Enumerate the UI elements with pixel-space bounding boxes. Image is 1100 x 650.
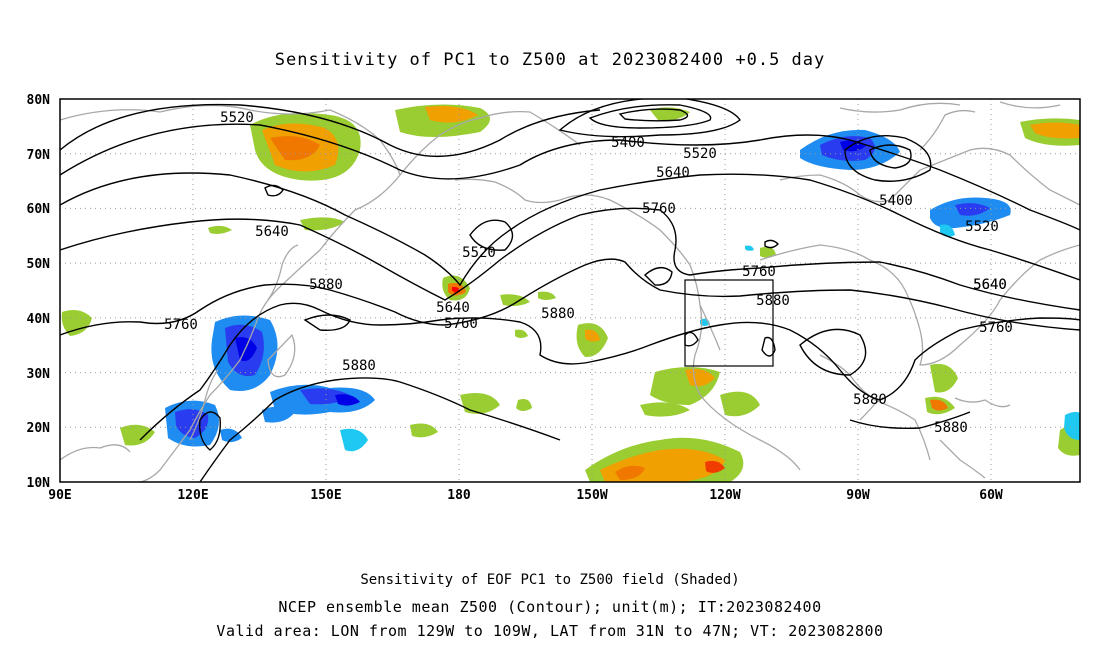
contour-label: 5760: [642, 201, 676, 217]
contour-label: 5760: [444, 316, 478, 332]
sensitivity-map: 5520 5400 5520 5640 5760 5640 5520 5400 …: [27, 93, 1081, 503]
lon-tick-label: 180: [447, 488, 471, 503]
contour-label: 5640: [973, 277, 1007, 293]
lon-axis: 90E 120E 150E 180 150W 120W 90W 60W: [48, 488, 1003, 503]
contour-label: 5880: [541, 306, 575, 322]
lat-tick-label: 70N: [27, 148, 51, 163]
valid-area-box: [684, 279, 774, 367]
valid-area-caption: Valid area: LON from 129W to 109W, LAT f…: [216, 622, 884, 640]
contour-label: 5640: [656, 165, 690, 181]
lat-tick-label: 10N: [27, 476, 51, 491]
lat-tick-label: 80N: [27, 93, 51, 108]
lat-tick-label: 60N: [27, 202, 51, 217]
contour-label: 5640: [255, 224, 289, 240]
contour-label: 5520: [220, 110, 254, 126]
sensitivity-shading: [61, 104, 1080, 482]
map-title: Sensitivity of PC1 to Z500 at 2023082400…: [274, 50, 826, 70]
gridlines: [60, 99, 1080, 482]
lat-tick-label: 50N: [27, 257, 51, 272]
contour-label: 5640: [436, 300, 470, 316]
shaded-caption: Sensitivity of EOF PC1 to Z500 field (Sh…: [360, 572, 740, 588]
lon-tick-label: 150W: [576, 488, 607, 503]
contour-label: 5760: [742, 264, 776, 280]
z500-contours: [60, 99, 1080, 482]
lon-tick-label: 90E: [48, 488, 71, 503]
lat-tick-label: 40N: [27, 312, 51, 327]
contour-label: 5400: [611, 135, 645, 151]
contour-label: 5520: [462, 245, 496, 261]
lat-tick-label: 20N: [27, 421, 51, 436]
contour-label: 5880: [853, 392, 887, 408]
lon-tick-label: 120W: [709, 488, 740, 503]
contour-label: 5880: [934, 420, 968, 436]
lon-tick-label: 150E: [310, 488, 341, 503]
contour-label: 5880: [309, 277, 343, 293]
coastlines: [60, 101, 1080, 482]
lon-tick-label: 60W: [979, 488, 1003, 503]
map-frame: [59, 98, 1081, 483]
lon-tick-label: 90W: [846, 488, 870, 503]
lat-axis: 80N 70N 60N 50N 40N 30N 20N 10N: [27, 93, 51, 491]
contour-label: 5760: [164, 317, 198, 333]
lon-tick-label: 120E: [177, 488, 208, 503]
contour-label: 5760: [979, 320, 1013, 336]
contour-label: 5400: [879, 193, 913, 209]
contour-labels: 5520 5400 5520 5640 5760 5640 5520 5400 …: [164, 110, 1013, 436]
contour-label: 5880: [342, 358, 376, 374]
contour-label: 5520: [965, 219, 999, 235]
contour-label: 5880: [756, 293, 790, 309]
contour-label: 5640: [973, 277, 1007, 293]
lat-tick-label: 30N: [27, 367, 51, 382]
contour-label: 5520: [683, 146, 717, 162]
contour-caption: NCEP ensemble mean Z500 (Contour); unit(…: [278, 598, 822, 616]
